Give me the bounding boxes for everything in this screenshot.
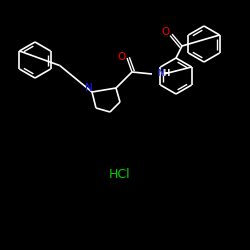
Text: O: O: [162, 27, 170, 37]
Text: O: O: [117, 52, 125, 62]
Text: NH: NH: [157, 68, 170, 78]
Text: H: H: [162, 68, 169, 78]
Text: N: N: [157, 68, 164, 78]
Text: N: N: [85, 83, 93, 93]
Text: HCl: HCl: [109, 168, 131, 181]
